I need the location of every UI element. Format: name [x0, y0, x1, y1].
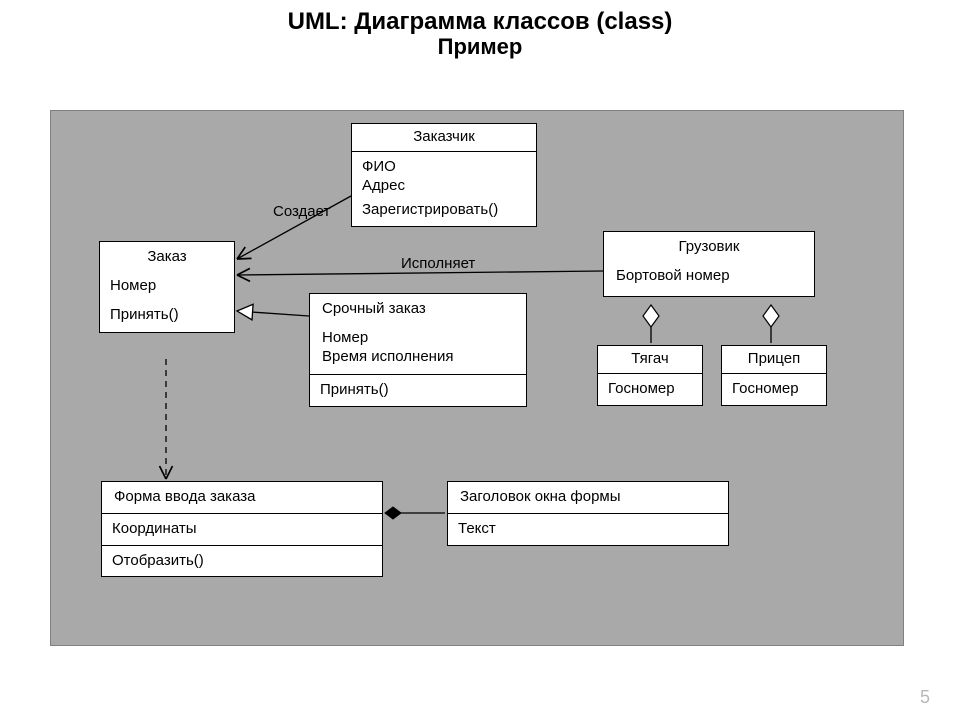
title-block: UML: Диаграмма классов (class) Пример — [0, 0, 960, 60]
attr: Госномер — [732, 380, 816, 399]
edge-form-title-diamond — [385, 507, 401, 519]
class-truck-title: Грузовик — [604, 232, 814, 267]
class-customer-title: Заказчик — [352, 124, 536, 151]
edge-truck-trailer-diamond — [763, 305, 779, 327]
page-number: 5 — [920, 687, 930, 708]
class-trailer: Прицеп Госномер — [721, 345, 827, 406]
class-tractor-title: Тягач — [598, 346, 702, 373]
class-order: Заказ Номер Принять() — [99, 241, 235, 333]
edge-label-executes: Исполняет — [401, 255, 475, 272]
attr: Номер — [322, 329, 514, 348]
attr: Номер — [110, 277, 224, 296]
op: Принять() — [110, 306, 224, 325]
title-line-2: Пример — [0, 34, 960, 60]
attr: Время исполнения — [322, 348, 514, 367]
op: Принять() — [320, 381, 516, 400]
class-trailer-attrs: Госномер — [722, 373, 826, 405]
op: Отобразить() — [112, 552, 372, 571]
title-line-1: UML: Диаграмма классов (class) — [0, 8, 960, 36]
attr: Адрес — [362, 177, 526, 196]
class-order-form-ops: Отобразить() — [102, 545, 382, 577]
edge-truck-tractor-diamond — [643, 305, 659, 327]
class-form-title-attrs: Текст — [448, 513, 728, 545]
class-form-title: Заголовок окна формы Текст — [447, 481, 729, 546]
class-order-form-attrs: Координаты — [102, 513, 382, 545]
class-order-form-title: Форма ввода заказа — [102, 482, 382, 513]
class-order-form: Форма ввода заказа Координаты Отобразить… — [101, 481, 383, 577]
class-truck: Грузовик Бортовой номер — [603, 231, 815, 297]
class-customer-attrs: ФИО Адрес Зарегистрировать() — [352, 151, 536, 226]
op: Зарегистрировать() — [362, 201, 526, 220]
class-urgent-order-ops: Принять() — [310, 374, 526, 406]
edge-urgent-inherit — [237, 311, 309, 316]
diagram-canvas: Заказчик ФИО Адрес Зарегистрировать() За… — [50, 110, 904, 646]
edge-label-creates: Создает — [273, 203, 330, 220]
attr: ФИО — [362, 158, 526, 177]
attr: Бортовой номер — [616, 267, 802, 286]
class-tractor-attrs: Госномер — [598, 373, 702, 405]
class-customer: Заказчик ФИО Адрес Зарегистрировать() — [351, 123, 537, 227]
class-urgent-order: Срочный заказ Номер Время исполнения При… — [309, 293, 527, 407]
class-trailer-title: Прицеп — [722, 346, 826, 373]
class-form-title-title: Заголовок окна формы — [448, 482, 728, 513]
class-order-title: Заказ — [100, 242, 234, 277]
class-urgent-order-title: Срочный заказ — [310, 294, 526, 329]
attr: Координаты — [112, 520, 372, 539]
class-tractor: Тягач Госномер — [597, 345, 703, 406]
attr: Госномер — [608, 380, 692, 399]
attr: Текст — [458, 520, 718, 539]
